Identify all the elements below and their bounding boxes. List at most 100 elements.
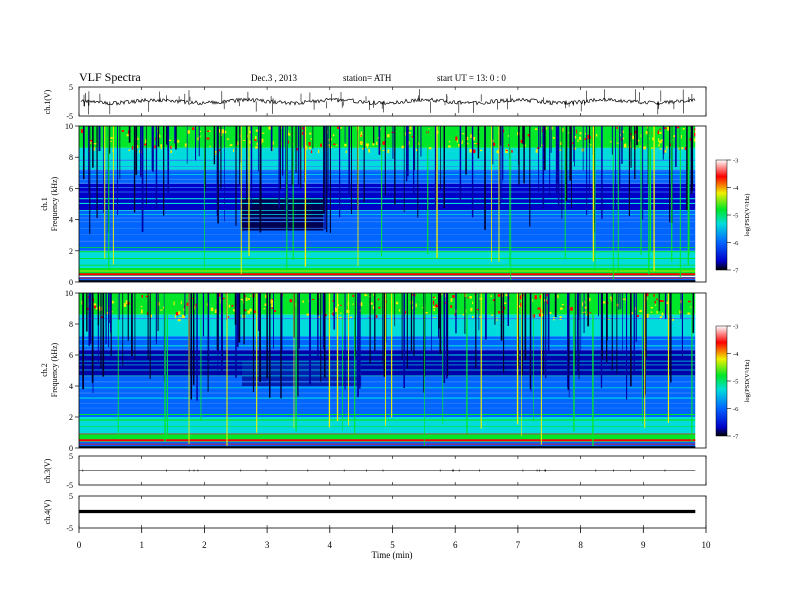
spectrogram-speckle [452,295,455,298]
spectrogram-speckle [435,303,438,307]
colorbar-tick-label: -4 [733,185,739,192]
spectrogram-speckle [562,128,564,132]
spectrogram-speckle [584,302,586,304]
spectrogram-speckle [409,126,412,130]
spectrogram-speckle [579,132,582,135]
spectrogram-speckle [311,298,315,301]
colorbar-tick-label: -7 [733,268,739,275]
spectrogram-speckle [109,140,112,142]
ch4-ytick-top: 5 [69,492,73,501]
spectrogram-speckle [372,142,375,145]
spectrogram-speckle [659,131,662,134]
spectrogram-speckle [637,139,640,142]
x-tick-label: 10 [702,540,712,550]
spectrogram-speckle [327,144,330,147]
spectrogram-speckle [673,135,676,138]
spectrogram-speckle [432,306,436,309]
spectrogram-speckle [310,138,312,141]
spectrogram-speckle [508,144,510,147]
spectrogram-band [79,441,696,448]
spectrogram-speckle [583,311,586,314]
spectrogram-speckle [552,137,555,139]
ch3-waveform-trace [79,469,696,472]
spectrogram-speckle [219,149,221,152]
ch1-spectrogram [78,125,707,283]
ch1-colorbar-label: log(PSD(V²/Hz) [744,194,751,237]
spectrogram-speckle [639,145,642,148]
spectrogram-speckle [441,293,443,296]
ch2-freq-ticks: 0 2 4 6 8 10 [65,289,79,453]
spectrogram-speckle [664,127,667,129]
spectrogram-speckle [382,149,385,151]
spectrogram-speckle [330,137,332,141]
spectrogram-speckle [302,131,304,135]
ch1-waveform-ylabel: ch.1(V) [43,89,52,114]
spectrogram-speckle [145,139,148,144]
spectrogram-speckle [181,314,185,319]
spectrogram-speckle [337,304,340,307]
spectrogram-band [79,376,696,417]
spectrogram-speckle [376,141,378,145]
spectrogram-speckle [228,304,231,308]
spectrogram-speckle [687,312,691,315]
spectrogram-speckle [434,296,436,299]
y-tick-label: 10 [65,289,73,298]
spectrogram-speckle [219,293,221,297]
spectrogram-speckle [271,304,273,308]
spectrogram-speckle [248,298,250,301]
spectrogram-speckle [450,305,453,308]
spectrogram-speckle [477,308,479,311]
spectrogram-speckle [546,300,549,305]
spectrogram-speckle [538,313,541,317]
spectrogram-speckle [682,128,685,130]
spectrogram-speckle [243,139,246,141]
spectrogram-speckle [140,309,143,314]
y-tick-label: 6 [69,184,73,193]
spectrogram-band [79,169,696,184]
spectrogram-speckle [171,146,173,148]
spectrogram-speckle [229,144,233,147]
spectrogram-speckle [590,144,592,146]
spectrogram-speckle [245,297,248,302]
spectrogram-speckle [401,145,405,149]
spectrogram-speckle [302,300,304,303]
spectrogram-speckle [333,143,336,145]
spectrogram-speckle [645,130,648,135]
spectrogram-speckle [377,298,380,301]
spectrogram-speckle [467,142,469,145]
spectrogram-speckle [666,301,669,305]
spectrogram-speckle [415,148,418,152]
spectrogram-speckle [210,307,214,312]
spectrogram-speckle [170,150,173,153]
spectrogram-speckle [629,144,632,147]
header-start-time: start UT = 13: 0 : 0 [437,73,506,83]
spectrogram-speckle [140,306,143,308]
spectrogram-speckle [653,294,655,297]
spectrogram-speckle [595,134,598,137]
spectrogram-speckle [260,138,264,143]
spectrogram-band [79,210,696,251]
ch4-ytick-bottom: -5 [66,524,73,533]
spectrogram-speckle [505,294,508,297]
spectrogram-speckle [375,314,378,319]
spectrogram-speckle [373,294,375,296]
y-tick-label: 6 [69,351,73,360]
spectrogram-speckle [197,137,200,141]
spectrogram-speckle [121,130,125,132]
spectrogram-speckle [688,300,691,303]
spectrogram-speckle [345,150,347,153]
spectrogram-speckle [659,299,662,303]
spectrogram-speckle [694,132,696,137]
spectrogram-speckle [577,139,579,143]
spectrogram-speckle [99,309,101,312]
spectrogram-speckle [648,137,651,140]
ch1-colorbar: -3 -4 -5 -6 -7 log(PSD(V²/Hz) [715,158,751,275]
spectrogram-speckle [584,306,587,309]
spectrogram-speckle [177,139,180,143]
spectrogram-speckle [168,139,172,142]
spectrogram-speckle [415,303,417,308]
spectrogram-speckle [199,130,201,133]
spectrogram-speckle [461,133,465,135]
spectrogram-speckle [111,300,114,304]
ch2-channel-label: ch.2 [40,363,49,377]
